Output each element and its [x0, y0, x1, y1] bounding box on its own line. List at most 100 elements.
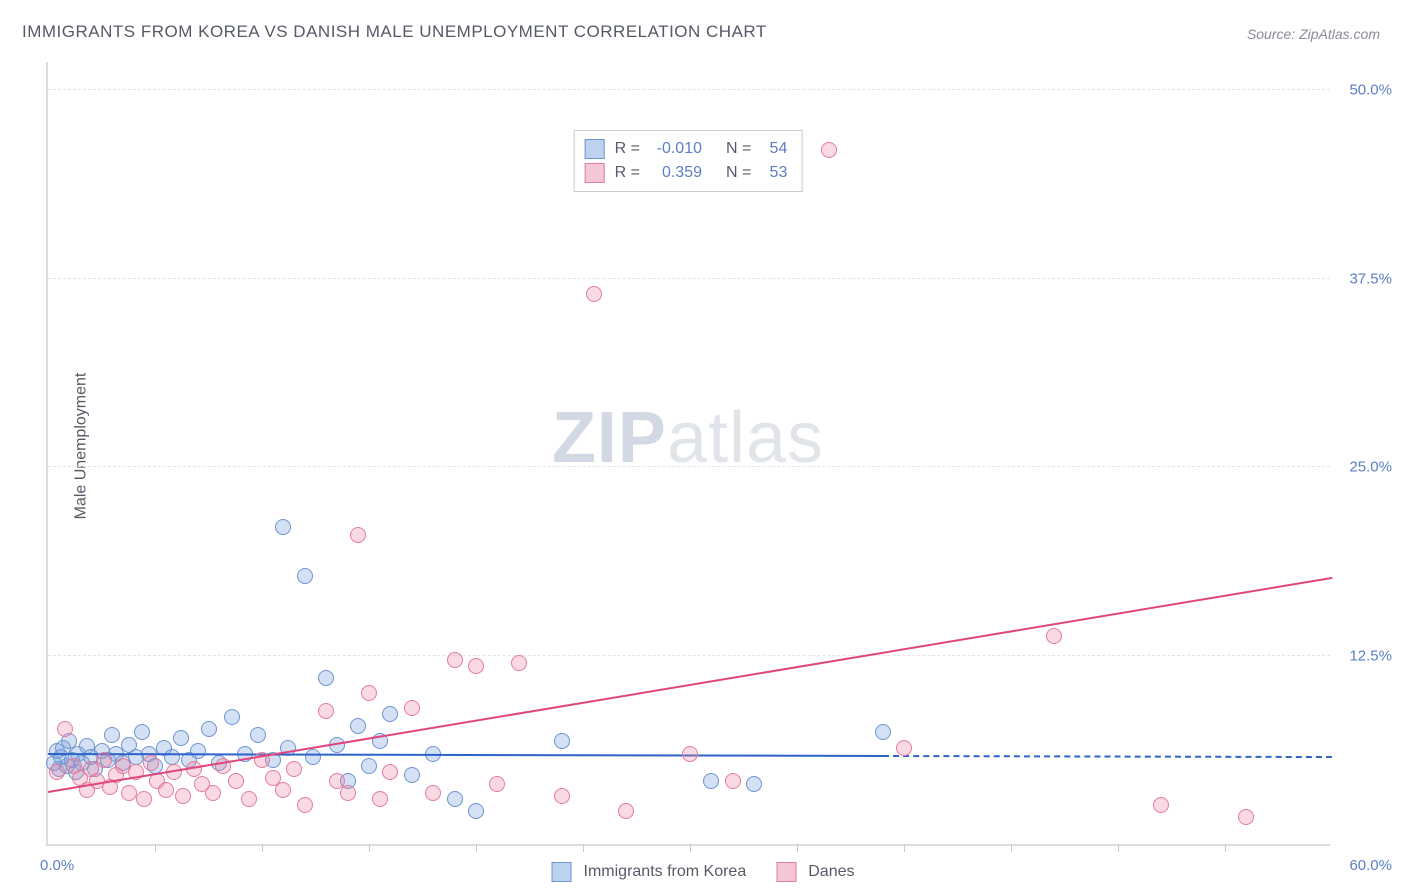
- data-point-korea: [404, 767, 420, 783]
- data-point-korea: [134, 724, 150, 740]
- data-point-danes: [1153, 797, 1169, 813]
- data-point-danes: [136, 791, 152, 807]
- data-point-korea: [318, 670, 334, 686]
- data-point-danes: [175, 788, 191, 804]
- data-point-danes: [1046, 628, 1062, 644]
- source-label: Source: ZipAtlas.com: [1247, 26, 1380, 42]
- data-point-korea: [468, 803, 484, 819]
- data-point-korea: [382, 706, 398, 722]
- r-value: -0.010: [646, 137, 702, 161]
- legend-item-danes: Danes: [776, 862, 854, 882]
- data-point-korea: [447, 791, 463, 807]
- n-value: 53: [757, 161, 787, 185]
- data-point-danes: [372, 791, 388, 807]
- r-label: R =: [615, 161, 640, 185]
- x-tick: [155, 844, 156, 852]
- data-point-korea: [224, 709, 240, 725]
- legend-row-danes: R =0.359 N =53: [585, 161, 788, 185]
- n-label: N =: [726, 137, 751, 161]
- n-value: 54: [757, 137, 787, 161]
- gridline: [48, 655, 1330, 656]
- data-point-korea: [554, 733, 570, 749]
- data-point-danes: [821, 142, 837, 158]
- data-point-korea: [104, 727, 120, 743]
- data-point-korea: [201, 721, 217, 737]
- data-point-korea: [746, 776, 762, 792]
- data-point-korea: [350, 718, 366, 734]
- legend-swatch-korea: [585, 139, 605, 159]
- x-tick: [797, 844, 798, 852]
- data-point-danes: [96, 752, 112, 768]
- data-point-korea: [173, 730, 189, 746]
- data-point-danes: [511, 655, 527, 671]
- series-legend: Immigrants from Korea Danes: [552, 862, 855, 882]
- x-tick: [262, 844, 263, 852]
- r-value: 0.359: [646, 161, 702, 185]
- gridline: [48, 278, 1330, 279]
- y-tick-label: 25.0%: [1336, 459, 1392, 476]
- data-point-danes: [425, 785, 441, 801]
- x-tick: [1011, 844, 1012, 852]
- correlation-legend: R =-0.010 N =54 R =0.359 N =53: [574, 130, 803, 192]
- x-origin-label: 0.0%: [40, 857, 74, 874]
- legend-item-korea: Immigrants from Korea: [552, 862, 747, 882]
- data-point-danes: [275, 782, 291, 798]
- data-point-danes: [382, 764, 398, 780]
- x-tick: [690, 844, 691, 852]
- y-tick-label: 37.5%: [1336, 270, 1392, 287]
- data-point-danes: [361, 685, 377, 701]
- data-point-danes: [340, 785, 356, 801]
- data-point-danes: [682, 746, 698, 762]
- gridline: [48, 466, 1330, 467]
- data-point-korea: [875, 724, 891, 740]
- data-point-danes: [49, 764, 65, 780]
- y-tick-label: 50.0%: [1336, 82, 1392, 99]
- data-point-korea: [297, 568, 313, 584]
- data-point-danes: [297, 797, 313, 813]
- legend-row-korea: R =-0.010 N =54: [585, 137, 788, 161]
- trendline-korea-dashed: [883, 755, 1332, 758]
- x-tick: [1225, 844, 1226, 852]
- data-point-danes: [205, 785, 221, 801]
- data-point-danes: [554, 788, 570, 804]
- data-point-korea: [190, 743, 206, 759]
- data-point-danes: [1238, 809, 1254, 825]
- legend-swatch-danes: [585, 163, 605, 183]
- data-point-danes: [318, 703, 334, 719]
- data-point-danes: [618, 803, 634, 819]
- data-point-danes: [350, 527, 366, 543]
- x-tick: [583, 844, 584, 852]
- x-tick: [904, 844, 905, 852]
- data-point-danes: [158, 782, 174, 798]
- x-tick: [476, 844, 477, 852]
- legend-swatch-korea: [552, 862, 572, 882]
- data-point-danes: [286, 761, 302, 777]
- scatter-plot: 12.5%25.0%37.5%50.0% ZIPatlas R =-0.010N…: [46, 62, 1330, 846]
- data-point-danes: [896, 740, 912, 756]
- data-point-korea: [361, 758, 377, 774]
- data-point-korea: [703, 773, 719, 789]
- data-point-korea: [164, 749, 180, 765]
- data-point-danes: [143, 755, 159, 771]
- data-point-korea: [275, 519, 291, 535]
- x-max-label: 60.0%: [1349, 857, 1392, 874]
- data-point-danes: [489, 776, 505, 792]
- data-point-danes: [447, 652, 463, 668]
- data-point-korea: [250, 727, 266, 743]
- chart-title: IMMIGRANTS FROM KOREA VS DANISH MALE UNE…: [22, 22, 767, 42]
- n-label: N =: [726, 161, 751, 185]
- x-tick: [369, 844, 370, 852]
- legend-label: Immigrants from Korea: [584, 863, 747, 881]
- data-point-danes: [241, 791, 257, 807]
- legend-swatch-danes: [776, 862, 796, 882]
- x-tick: [1118, 844, 1119, 852]
- data-point-danes: [586, 286, 602, 302]
- r-label: R =: [615, 137, 640, 161]
- data-point-danes: [404, 700, 420, 716]
- gridline: [48, 89, 1330, 90]
- data-point-danes: [57, 721, 73, 737]
- data-point-danes: [121, 785, 137, 801]
- data-point-danes: [228, 773, 244, 789]
- data-point-danes: [468, 658, 484, 674]
- data-point-danes: [725, 773, 741, 789]
